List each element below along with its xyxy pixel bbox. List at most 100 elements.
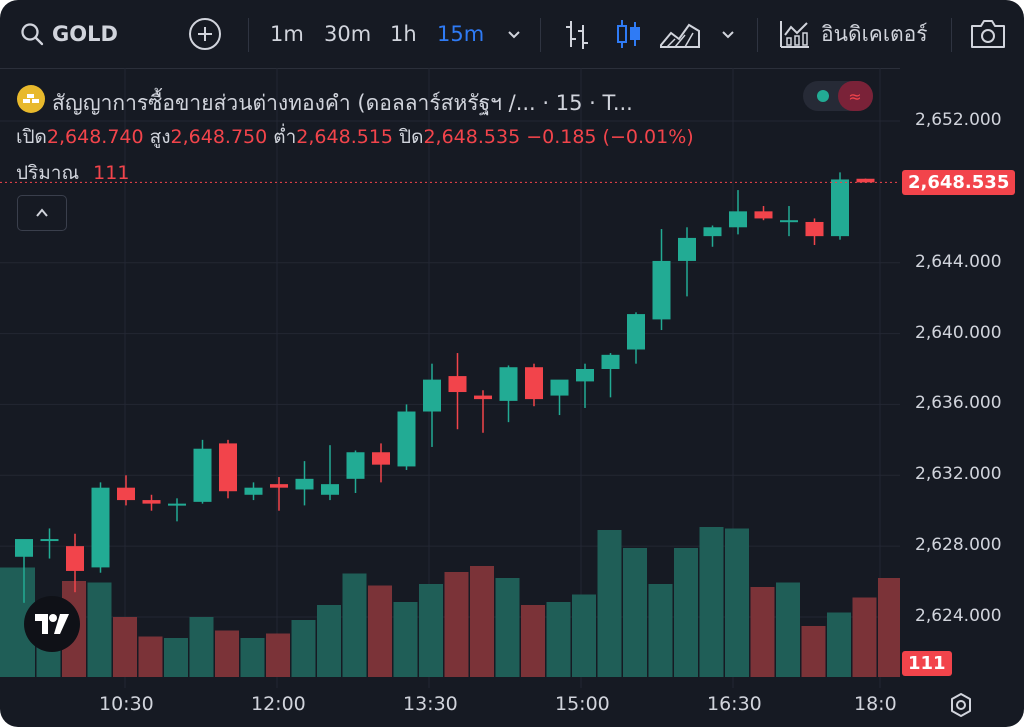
volume-bar [240,638,265,677]
candle-body[interactable] [270,484,288,488]
indicators-button[interactable]: อินดิเคเตอร์ [779,0,928,68]
candle-body[interactable] [346,452,365,479]
candle-body[interactable] [168,503,186,506]
symbol-search-button[interactable]: GOLD [20,0,118,68]
candle-body[interactable] [474,395,492,400]
last-price-tag: 2,648.535 [902,170,1016,195]
price-tick-label: 2,632.000 [915,464,1002,485]
price-tick-label: 2,628.000 [915,535,1002,556]
toolbar-divider [540,18,541,52]
tradingview-logo[interactable] [24,596,80,652]
search-icon [20,22,44,46]
candle-body[interactable] [244,487,263,495]
candle-body[interactable] [627,314,645,350]
candle-body[interactable] [66,546,84,571]
candle-body[interactable] [652,260,671,320]
interval-15m[interactable]: 15m [437,22,485,46]
time-tick-label: 13:30 [403,693,458,715]
interval-1m[interactable]: 1m [270,22,304,46]
time-tick-label: 10:30 [99,693,154,715]
price-tick-label: 2,652.000 [915,110,1002,130]
high-value: 2,648.750 [170,126,268,148]
tradingview-logo-icon [34,613,70,635]
volume-bar [444,572,469,677]
volume-bar [87,582,112,677]
volume-value: 111 [93,162,130,184]
volume-bar [878,578,902,677]
intervals-dropdown[interactable] [506,0,522,68]
indicators-label: อินดิเคเตอร์ [821,21,928,46]
volume-bar [342,573,367,677]
candle-body[interactable] [601,354,620,369]
candle-body[interactable] [499,367,518,401]
price-axis[interactable] [900,68,1024,688]
price-tick-label: 2,636.000 [915,393,1002,414]
candle-body[interactable] [117,487,135,501]
volume-bar [138,636,163,677]
market-status-icon: ≈ [817,81,873,111]
market-status-pill[interactable]: ≈ [803,81,873,111]
volume-bar [368,585,392,677]
candles-icon [615,17,643,51]
chart-type-dropdown[interactable] [720,0,736,68]
candles-chart-style-button[interactable] [615,0,643,68]
candle-body[interactable] [780,220,798,223]
indicators-icon [779,19,811,49]
top-toolbar: GOLD 1m 30m 1h 15m [0,0,1024,69]
interval-30m[interactable]: 30m [324,22,372,46]
volume-bar [623,548,647,677]
symbol-title: สัญญาการซื้อขายส่วนต่างทองคำ (ดอลลาร์สหร… [52,91,633,115]
volume-bar [266,633,290,677]
candle-body[interactable] [576,369,594,382]
volume-bar [521,605,545,677]
candle-body[interactable] [423,379,441,412]
chevron-down-icon [506,26,522,42]
volume-bar [750,587,775,677]
candle-body[interactable] [372,452,390,465]
volume-bar [725,528,749,677]
collapse-legend-button[interactable] [17,195,67,231]
time-tick-label: 16:30 [707,693,762,715]
candle-body[interactable] [295,478,314,490]
candle-body[interactable] [193,448,212,502]
open-value: 2,648.740 [46,126,144,148]
volume-bar [827,612,851,677]
candle-body[interactable] [321,484,339,495]
volume-bar [113,617,137,677]
candle-body[interactable] [91,487,110,568]
candle-body[interactable] [678,237,696,261]
candle-body[interactable] [525,367,543,400]
candle-body[interactable] [397,411,416,467]
candle-body[interactable] [703,227,722,237]
candle-body[interactable] [754,211,773,219]
candle-body[interactable] [729,211,747,228]
candle-body[interactable] [550,379,569,396]
candle-body[interactable] [219,443,237,492]
compare-button[interactable] [188,0,222,68]
candle-body[interactable] [805,221,824,237]
volume-bar [776,582,800,677]
toolbar-divider [248,18,249,52]
candle-body[interactable] [15,539,33,557]
open-label: เปิด [16,126,47,148]
settings-button[interactable] [948,692,974,718]
candle-body[interactable] [831,179,849,237]
volume-bar [852,597,877,677]
candle-body[interactable] [856,178,875,183]
candle-body[interactable] [448,376,467,393]
volume-bar [495,578,520,677]
screenshot-button[interactable] [969,0,1007,68]
area-chart-style-button[interactable] [659,0,701,68]
gold-logo-icon [16,84,46,114]
volume-bar [801,626,826,677]
candle-body[interactable] [142,500,161,504]
bar-chart-style-button[interactable] [563,0,591,68]
ohlc-legend: เปิด2,648.740 สูง2,648.750 ต่ำ2,648.515 … [16,122,694,152]
plus-circle-icon [188,17,222,51]
interval-1h[interactable]: 1h [390,22,417,46]
candle-body[interactable] [40,539,59,542]
volume-bar [291,620,316,677]
volume-bar [189,617,214,677]
